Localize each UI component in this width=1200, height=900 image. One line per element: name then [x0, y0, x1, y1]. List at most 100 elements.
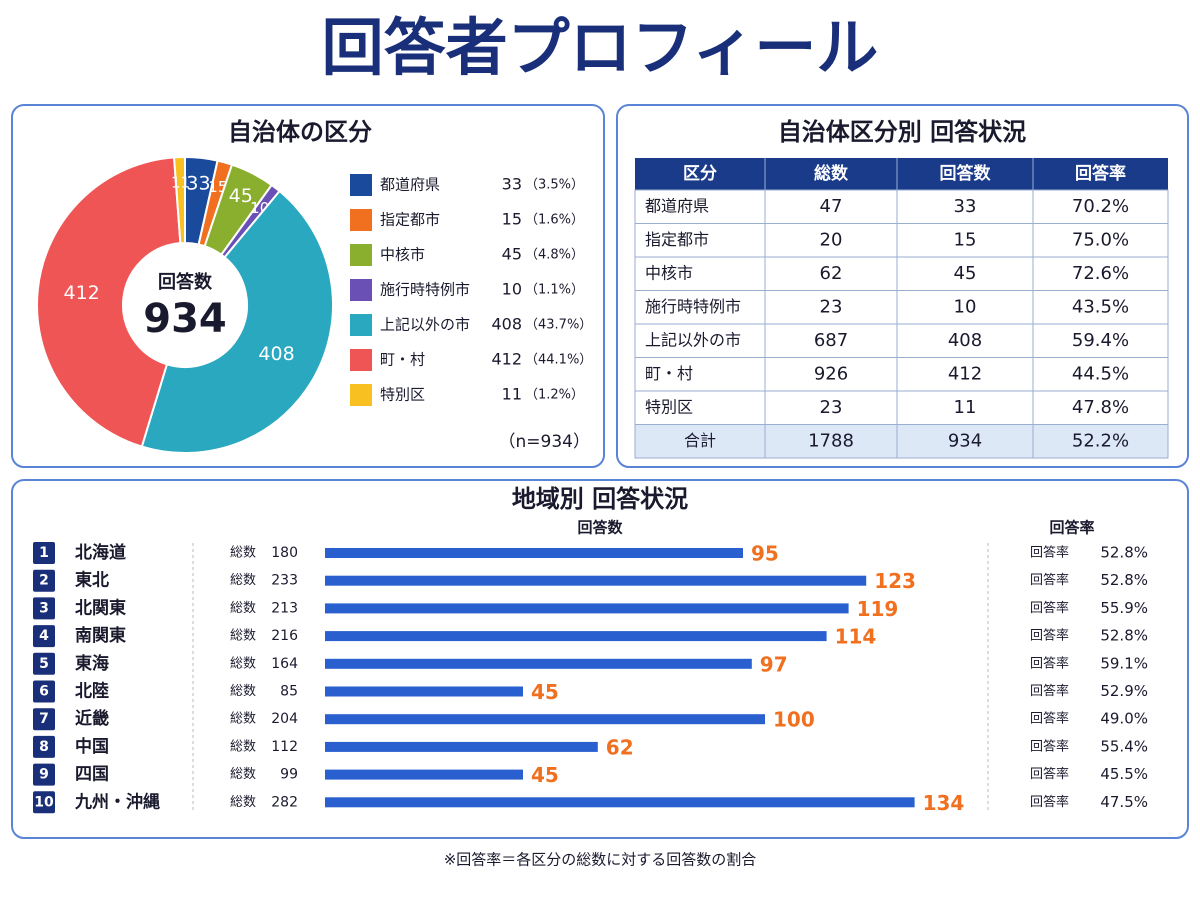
- table-cell: 20: [820, 229, 843, 250]
- table-cell: 11: [954, 397, 977, 418]
- rate-value: 49.0%: [1100, 710, 1148, 728]
- rate-label: 回答率: [1030, 711, 1069, 727]
- legend-label: 中核市: [380, 246, 425, 264]
- total-label: 総数: [230, 684, 256, 699]
- bar-value-label: 97: [760, 652, 788, 676]
- slice-label: 45: [229, 185, 253, 207]
- legend-value: 15: [502, 210, 522, 229]
- table-cell: 408: [948, 330, 982, 351]
- rank: 2: [39, 573, 49, 589]
- rank-badge: [33, 625, 55, 648]
- legend-swatch: [350, 384, 372, 406]
- table-cell: 72.6%: [1072, 263, 1129, 284]
- rank: 4: [39, 628, 49, 644]
- rate-value: 52.8%: [1100, 571, 1148, 589]
- slice-label: 408: [258, 343, 294, 365]
- total-label: 総数: [230, 712, 256, 727]
- table-cell: 59.4%: [1072, 330, 1129, 351]
- rank-badge: [33, 652, 55, 675]
- rank: 1: [39, 545, 49, 561]
- legend-swatch: [350, 314, 372, 336]
- table-cell: 47: [820, 196, 843, 217]
- pie-slice: [140, 189, 334, 454]
- legend-swatch: [350, 279, 372, 301]
- rank-badge: [33, 597, 55, 620]
- bar-value-label: 134: [923, 791, 965, 815]
- pie-slice: [172, 155, 186, 245]
- legend-value: 412: [491, 350, 522, 369]
- table-cell: 70.2%: [1072, 196, 1129, 217]
- column-header: 総数: [814, 163, 849, 184]
- table-cell: 926: [814, 363, 848, 384]
- table-cell: 75.0%: [1072, 229, 1129, 250]
- table-row: [634, 323, 1169, 358]
- bar-value-label: 123: [874, 569, 916, 593]
- bar-value-label: 45: [531, 680, 559, 704]
- bar-value-label: 45: [531, 763, 559, 787]
- table-row: [634, 390, 1169, 425]
- region-name: 東海: [75, 653, 109, 674]
- center-label: 回答数: [158, 271, 213, 293]
- table-cell: 45: [954, 263, 977, 284]
- bar-value-label: 119: [857, 597, 899, 621]
- legend-percent: （1.6%）: [525, 213, 584, 228]
- legend-percent: （1.2%）: [525, 388, 584, 403]
- total-value: 112: [271, 739, 298, 755]
- legend-label: 都道府県: [380, 176, 440, 194]
- rate-label: 回答率: [1030, 572, 1069, 588]
- total-label: 総数: [230, 767, 256, 782]
- table-cell: 1788: [808, 430, 854, 451]
- table-cell: 上記以外の市: [645, 330, 741, 349]
- bar: [325, 548, 743, 558]
- slice-label: 11: [171, 174, 190, 192]
- table-cell: 施行時特例市: [645, 297, 741, 316]
- table-cell: 指定都市: [645, 230, 709, 249]
- rank-badge: [33, 708, 55, 731]
- legend-label: 指定都市: [380, 211, 440, 229]
- bar: [325, 631, 827, 642]
- total-value: 233: [271, 573, 298, 589]
- total-value: 85: [280, 684, 298, 700]
- region-name: 九州・沖縄: [74, 791, 160, 812]
- legend-label: 町・村: [380, 351, 425, 369]
- table-cell: 15: [954, 229, 977, 250]
- legend-label: 特別区: [380, 386, 425, 404]
- table-cell: 44.5%: [1072, 363, 1129, 384]
- table-cell: 43.5%: [1072, 296, 1129, 317]
- slice-label: 412: [64, 282, 100, 304]
- total-value: 216: [271, 628, 298, 644]
- total-value: 282: [271, 794, 298, 810]
- rate-label: 回答率: [1030, 738, 1069, 754]
- rate-label: 回答率: [1030, 628, 1069, 644]
- legend-value: 11: [502, 385, 522, 404]
- pie-title: 自治体の区分: [228, 118, 372, 146]
- table-title: 自治体区分別 回答状況: [778, 118, 1026, 146]
- rank: 8: [39, 739, 49, 755]
- rate-value: 55.4%: [1100, 737, 1148, 755]
- region-name: 北陸: [75, 681, 109, 702]
- table-cell: 10: [954, 296, 977, 317]
- bar: [325, 603, 849, 614]
- column-header: 回答数: [940, 163, 992, 184]
- legend-percent: （44.1%）: [525, 353, 592, 368]
- table-cell: 合計: [684, 431, 716, 450]
- legend-value: 33: [502, 175, 522, 194]
- legend-swatch: [350, 209, 372, 231]
- rate-label: 回答率: [1030, 683, 1069, 699]
- table-cell: 52.2%: [1072, 430, 1129, 451]
- rank: 5: [39, 656, 49, 672]
- bar-value-label: 114: [835, 625, 877, 649]
- total-label: 総数: [230, 795, 256, 810]
- bar: [325, 769, 523, 780]
- bar: [325, 714, 765, 725]
- bar: [325, 686, 523, 697]
- rate-value: 47.5%: [1100, 793, 1148, 811]
- region-name: 東北: [75, 570, 109, 591]
- region-name: 中国: [75, 736, 109, 757]
- table-cell: 中核市: [645, 263, 693, 282]
- table-header: [635, 158, 1168, 190]
- total-row: [634, 424, 1169, 459]
- legend-label: 施行時特例市: [380, 281, 470, 299]
- rank-badge: [33, 680, 55, 703]
